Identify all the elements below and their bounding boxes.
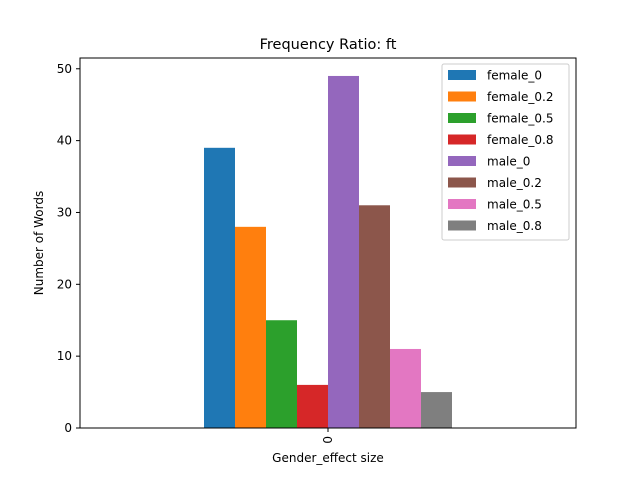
legend-label-male-0-5: male_0.5	[487, 198, 542, 212]
legend-label-male-0-2: male_0.2	[487, 176, 542, 190]
legend-label-female-0-5: female_0.5	[487, 112, 553, 126]
legend-frame	[441, 63, 570, 241]
bar-female-0-5	[266, 320, 297, 428]
legend-swatch-male-0-2	[448, 177, 476, 188]
legend-swatch-male-0-8	[448, 220, 476, 231]
bars-group	[204, 75, 452, 428]
legend-swatch-female-0-8	[448, 134, 476, 145]
legend: female_0 female_0.2 female_0.5 female_0.8ma…	[441, 63, 570, 241]
bar-male-0-8	[421, 392, 452, 428]
legend-swatch-male-0-5	[448, 199, 476, 209]
y-tick-label: 50	[57, 62, 72, 76]
y-tick-label: 20	[57, 277, 72, 291]
legend-swatch-female-0-5	[448, 113, 476, 123]
y-axis: 0 10 20 30 40 50	[57, 62, 80, 435]
bar-female-0-2	[235, 226, 266, 428]
x-axis-label: Gender_effect size	[272, 451, 384, 465]
y-tick-label: 30	[57, 205, 72, 219]
legend-swatch-male-0	[448, 156, 476, 166]
legend-label-female-0-8: female_0.8	[487, 133, 553, 147]
bar-male-0-5	[390, 348, 421, 428]
legend-label-female-0: female_0	[487, 69, 542, 83]
legend-label-male-0: male_0	[487, 155, 530, 169]
y-axis-label: Number of Words	[32, 191, 46, 296]
x-axis: 0	[321, 428, 335, 444]
bar-male-0	[328, 75, 359, 428]
y-tick-label: 10	[57, 349, 72, 363]
x-tick-label: 0	[321, 436, 335, 444]
legend-label-female-0-2: female_0.2	[487, 90, 553, 104]
legend-label-male-0-8: male_0.8	[487, 219, 542, 233]
legend-swatch-female-0	[448, 70, 476, 80]
chart-title: Frequency Ratio: ft	[260, 37, 397, 53]
y-tick-label: 40	[57, 134, 72, 148]
bar-female-0-8	[297, 384, 328, 428]
bar-female-0	[204, 147, 235, 428]
y-tick-label: 0	[64, 421, 72, 435]
bar-male-0-2	[359, 205, 390, 428]
legend-swatch-female-0-2	[448, 91, 476, 102]
